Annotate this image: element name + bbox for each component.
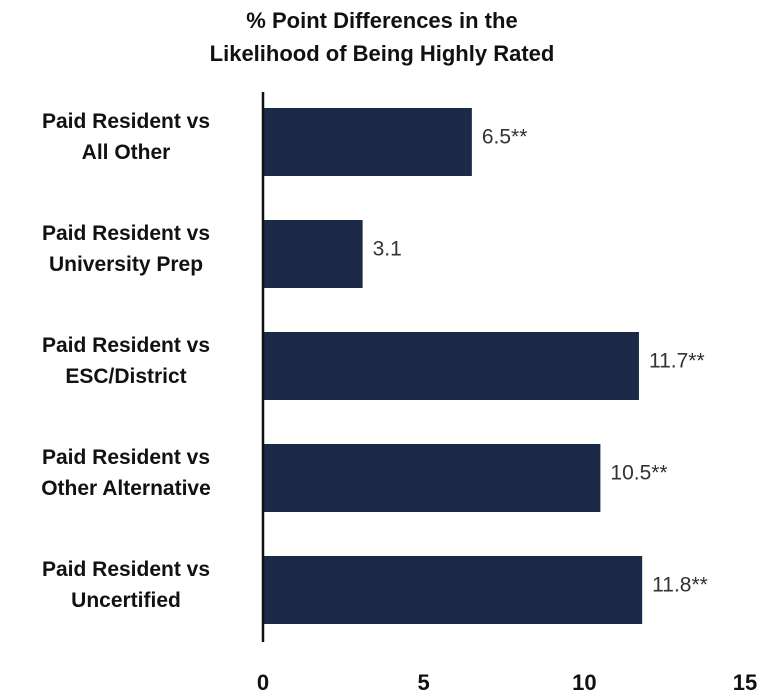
y-tick-label: Paid Resident vs [42, 558, 210, 581]
bar [263, 444, 601, 512]
bar [263, 332, 639, 400]
bar [263, 220, 363, 288]
y-tick-label: Other Alternative [41, 477, 211, 500]
y-tick-label: Paid Resident vs [42, 222, 210, 245]
value-label: 10.5** [610, 462, 667, 485]
y-tick-label: Paid Resident vs [42, 446, 210, 469]
y-tick-label: University Prep [49, 253, 203, 276]
y-tick-label: Uncertified [71, 589, 181, 612]
value-label: 3.1 [373, 238, 402, 261]
value-label: 6.5** [482, 126, 528, 149]
value-label: 11.8** [652, 574, 708, 597]
x-tick-label: 5 [418, 670, 430, 694]
bar [263, 108, 472, 176]
y-tick-label: All Other [82, 141, 171, 164]
y-tick-label: Paid Resident vs [42, 334, 210, 357]
chart-title: Likelihood of Being Highly Rated [210, 41, 555, 66]
x-tick-label: 0 [257, 670, 269, 694]
y-tick-label: ESC/District [65, 365, 186, 388]
x-tick-label: 15 [733, 670, 757, 694]
value-label: 11.7** [649, 350, 705, 373]
chart-title: % Point Differences in the [246, 8, 517, 33]
x-tick-label: 10 [572, 670, 596, 694]
bar [263, 556, 643, 624]
y-tick-label: Paid Resident vs [42, 110, 210, 133]
